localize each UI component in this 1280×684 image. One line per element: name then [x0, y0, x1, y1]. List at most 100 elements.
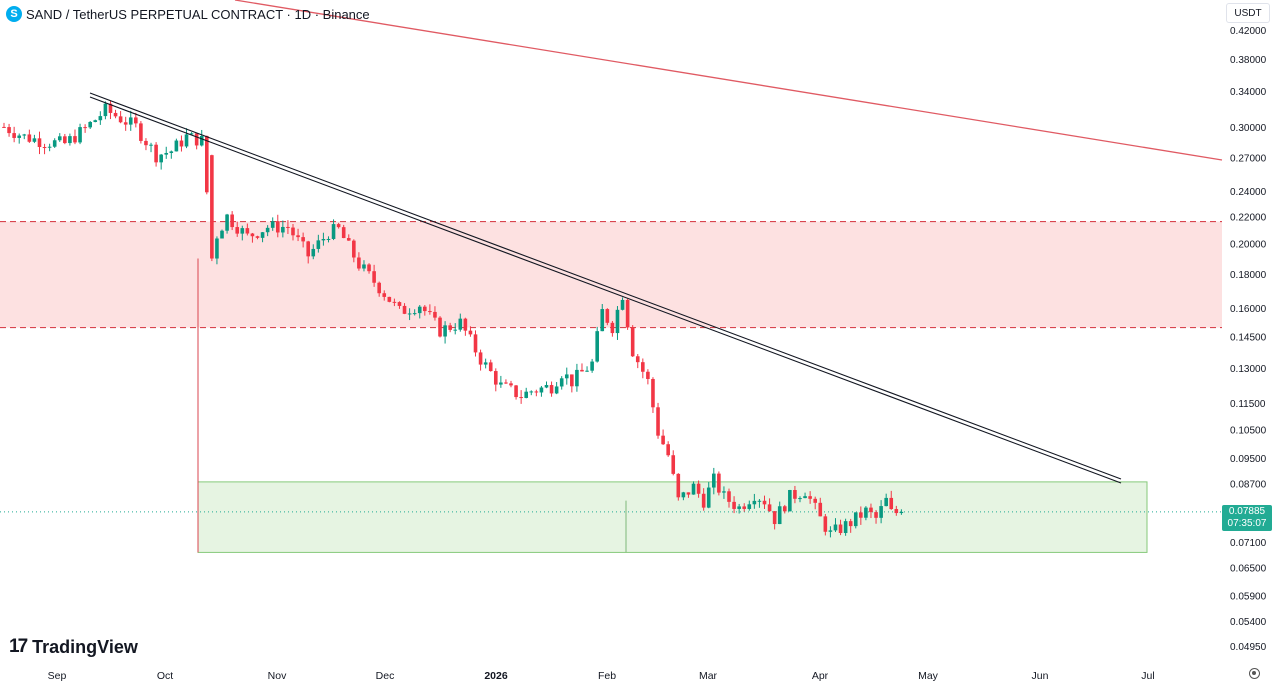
candle — [372, 264, 376, 287]
candle — [291, 223, 295, 241]
candle — [103, 101, 108, 120]
candle — [808, 491, 812, 504]
candle — [600, 303, 605, 332]
y-tick-label: 0.05900 — [1230, 591, 1267, 602]
candle — [387, 296, 392, 303]
candle — [483, 358, 488, 369]
candle — [762, 495, 767, 509]
candle — [407, 308, 412, 321]
candle — [52, 138, 57, 148]
candle — [575, 363, 579, 392]
x-tick-label: Sep — [48, 670, 67, 682]
candle — [529, 390, 534, 396]
candle — [889, 490, 894, 510]
candle — [316, 234, 321, 253]
x-tick-label: Jul — [1141, 670, 1154, 682]
y-tick-label: 0.11500 — [1230, 399, 1266, 410]
candle — [899, 509, 904, 515]
candle — [585, 366, 589, 372]
candle — [382, 290, 387, 301]
candle — [341, 224, 346, 239]
candle — [605, 308, 610, 326]
candle — [301, 232, 305, 248]
candle — [793, 485, 797, 504]
candle — [818, 497, 823, 517]
candle — [691, 481, 696, 495]
candle — [32, 134, 37, 144]
candle — [712, 467, 716, 495]
candle — [661, 429, 665, 445]
trendline-red[interactable] — [234, 0, 1223, 161]
candle — [397, 301, 402, 309]
candle — [580, 363, 584, 372]
candle — [210, 154, 214, 262]
candle — [235, 221, 240, 237]
candle — [463, 317, 468, 336]
x-tick-label: Mar — [699, 670, 718, 682]
candle — [478, 349, 483, 371]
candle — [651, 377, 655, 413]
candle — [635, 354, 640, 369]
candle — [539, 385, 544, 397]
candle — [377, 281, 381, 297]
trendline-black-upper[interactable] — [89, 92, 1122, 480]
candle — [296, 228, 300, 242]
candle — [848, 518, 853, 533]
currency-button[interactable]: USDT — [1226, 3, 1270, 23]
candle — [174, 138, 179, 152]
candle — [331, 219, 336, 241]
candle — [57, 133, 62, 142]
candle — [833, 518, 838, 533]
candle — [433, 306, 437, 321]
x-tick-label: Apr — [812, 670, 829, 682]
candle — [27, 129, 32, 143]
candle — [286, 220, 290, 235]
candle — [7, 123, 11, 137]
candle — [722, 486, 726, 499]
candle — [47, 143, 52, 152]
y-tick-label: 0.27000 — [1230, 153, 1267, 164]
candle — [245, 223, 250, 236]
candle — [265, 225, 270, 237]
candle — [869, 503, 873, 519]
candle — [367, 263, 371, 274]
candle — [225, 213, 229, 234]
candle — [144, 138, 148, 151]
x-tick-label: May — [918, 670, 939, 682]
y-tick-label: 0.04950 — [1230, 642, 1267, 653]
tradingview-logo[interactable]: 17 TradingView — [9, 636, 138, 658]
candle — [12, 126, 16, 143]
candle — [2, 122, 6, 128]
x-tick-label: Feb — [598, 670, 616, 682]
candle — [118, 111, 123, 124]
x-tick-label: 2026 — [484, 670, 508, 682]
candle — [108, 100, 113, 120]
candle — [864, 506, 868, 521]
candle — [230, 211, 234, 231]
candle — [154, 142, 158, 167]
candle — [610, 320, 615, 337]
candle — [828, 526, 833, 538]
candle — [78, 123, 82, 145]
y-tick-label: 0.22000 — [1230, 212, 1267, 223]
countdown-timer: 07:35:07 — [1227, 518, 1267, 529]
candle — [696, 480, 701, 498]
candle — [189, 132, 194, 135]
candle — [321, 232, 326, 246]
tradingview-logo-icon: 17 — [9, 636, 28, 657]
candle — [169, 150, 174, 159]
candle — [493, 368, 498, 392]
gear-icon[interactable] — [1249, 668, 1260, 679]
candle — [255, 235, 260, 240]
candle — [559, 376, 564, 390]
candle — [473, 330, 478, 357]
candle — [732, 496, 736, 514]
candle — [767, 498, 772, 512]
trendline-black-lower[interactable] — [89, 96, 1122, 484]
candle — [453, 323, 458, 335]
candle — [205, 135, 209, 195]
tradingview-logo-text: TradingView — [32, 636, 138, 657]
candle — [701, 488, 706, 511]
candle — [544, 381, 549, 389]
